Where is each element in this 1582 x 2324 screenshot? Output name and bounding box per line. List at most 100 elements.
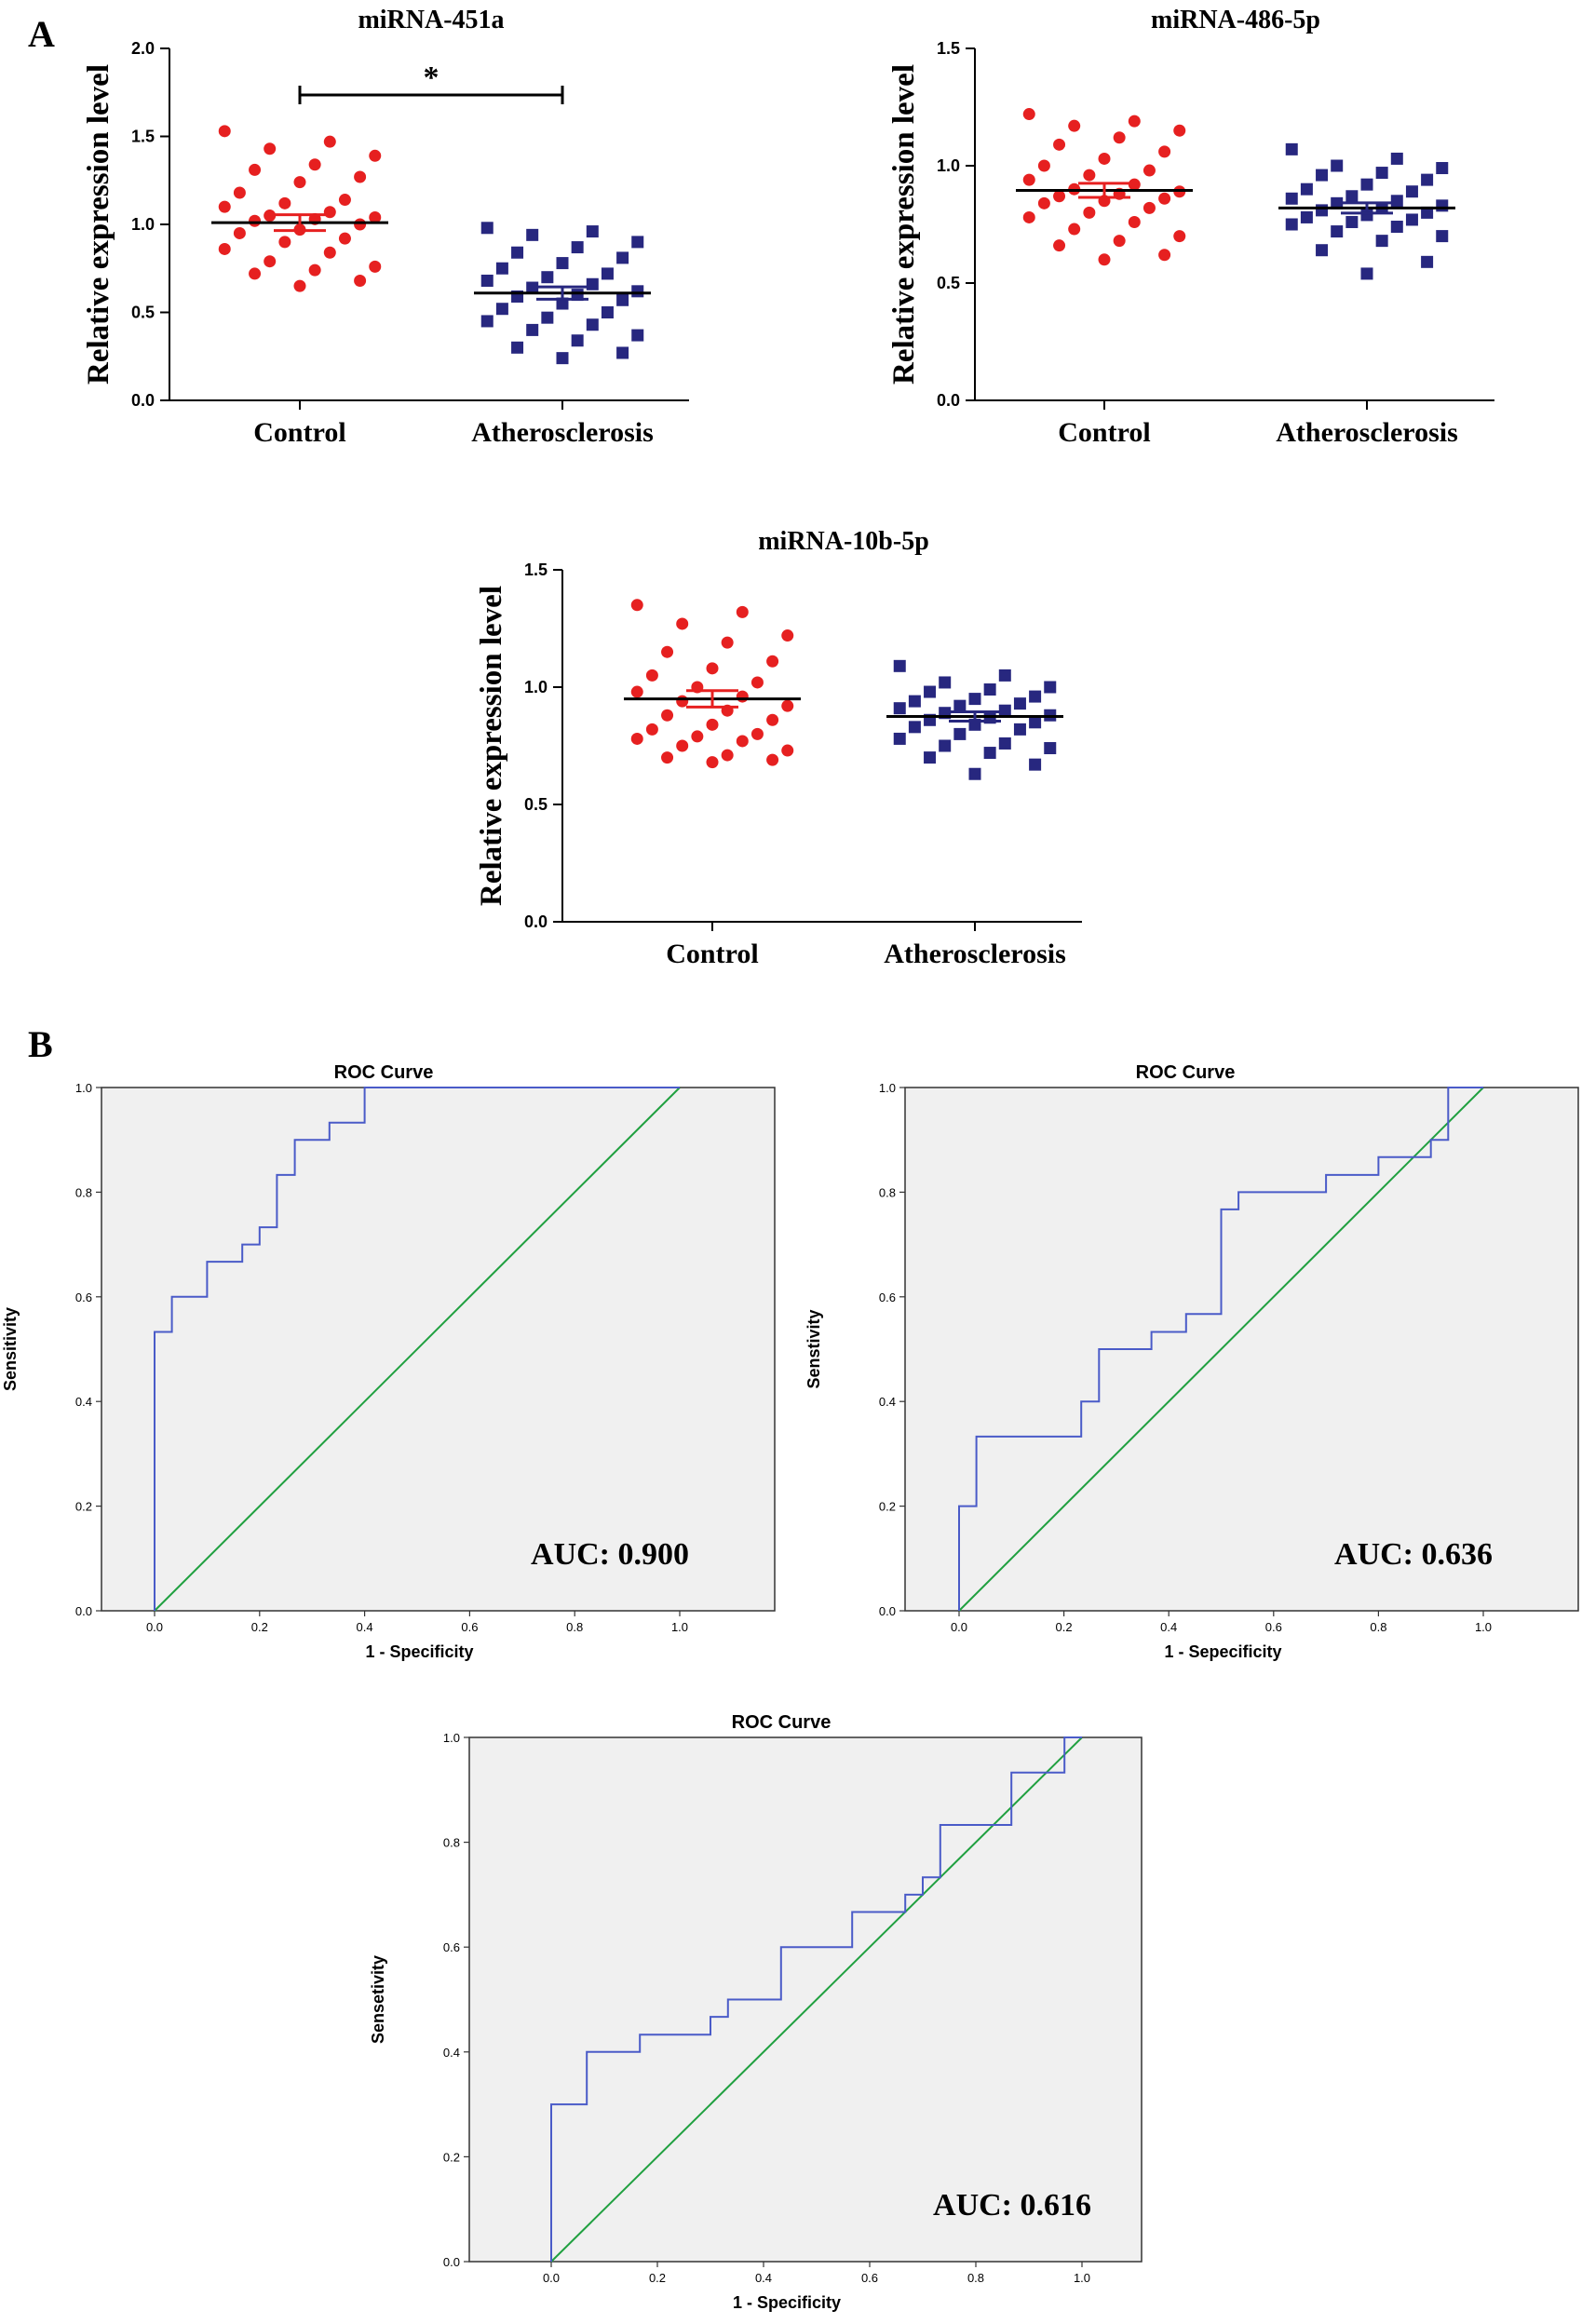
y-tick-label: 0.0 <box>131 391 155 410</box>
atherosclerosis-point <box>1345 190 1359 203</box>
control-point <box>750 676 764 689</box>
atherosclerosis-point <box>924 751 937 764</box>
y-tick-label: 1.5 <box>937 39 960 58</box>
y-tick-label: 1.0 <box>131 215 155 234</box>
control-point <box>736 735 749 748</box>
atherosclerosis-point <box>1360 267 1373 280</box>
control-point <box>1158 145 1171 158</box>
atherosclerosis-point <box>998 704 1011 717</box>
category-label: Atherosclerosis <box>884 939 1066 969</box>
atherosclerosis-point <box>939 739 952 752</box>
x-tick-label: 0.8 <box>967 2271 984 2285</box>
atherosclerosis-point <box>1375 167 1388 180</box>
atherosclerosis-point <box>586 225 599 238</box>
control-point <box>264 142 277 155</box>
control-point <box>781 699 794 712</box>
control-point <box>218 242 231 255</box>
atherosclerosis-point <box>1316 204 1329 217</box>
atherosclerosis-point <box>526 323 539 336</box>
control-point <box>338 232 351 245</box>
atherosclerosis-point <box>541 271 554 284</box>
atherosclerosis-point <box>631 329 644 342</box>
control-point <box>766 655 779 668</box>
x-tick-label: 1.0 <box>671 1620 688 1634</box>
roc-curve <box>550 1736 1082 2262</box>
category-label: Control <box>253 417 345 448</box>
auc-label: AUC: 0.636 <box>1334 1537 1493 1572</box>
y-tick-label: 1.0 <box>75 1081 92 1095</box>
atherosclerosis-point <box>601 267 614 280</box>
atherosclerosis-point <box>1436 230 1449 243</box>
x-tick-label: 0.4 <box>357 1620 373 1634</box>
atherosclerosis-point <box>1331 159 1344 172</box>
control-point <box>630 685 643 698</box>
y-tick-label: 0.0 <box>443 2255 460 2269</box>
atherosclerosis-point <box>968 767 981 780</box>
control-point <box>645 669 658 682</box>
panel-label-a: A <box>28 13 55 55</box>
y-tick-label: 2.0 <box>131 39 155 58</box>
y-tick-label: 1.5 <box>131 128 155 146</box>
atherosclerosis-point <box>1405 185 1418 198</box>
scatter-chart-s2: miRNA-486-5p 0.0 0.5 1.0 1.5 Relative express… <box>887 6 1494 448</box>
control-point <box>736 690 749 703</box>
category-label: Atherosclerosis <box>471 417 654 448</box>
control-point <box>293 176 306 189</box>
atherosclerosis-point <box>1390 152 1403 165</box>
control-point <box>1113 235 1126 248</box>
control-point <box>1143 164 1156 177</box>
atherosclerosis-point <box>495 303 508 316</box>
y-tick-label: 0.2 <box>75 1500 92 1514</box>
control-point <box>323 206 336 219</box>
roc-title: ROC Curve <box>732 1712 832 1733</box>
atherosclerosis-point <box>586 318 599 331</box>
control-point <box>233 186 246 199</box>
y-axis-label: Senstivity <box>805 1309 823 1388</box>
atherosclerosis-point <box>556 352 569 365</box>
control-point <box>354 218 367 231</box>
atherosclerosis-point <box>616 346 629 359</box>
y-tick-label: 0.0 <box>75 1604 92 1618</box>
significance-star: * <box>424 61 439 95</box>
y-tick-label: 0.6 <box>75 1290 92 1304</box>
control-point <box>676 739 689 752</box>
atherosclerosis-point <box>983 683 996 696</box>
x-tick-label: 0.6 <box>861 2271 878 2285</box>
auc-label: AUC: 0.616 <box>933 2188 1091 2223</box>
control-point <box>676 617 689 630</box>
atherosclerosis-point <box>601 306 614 318</box>
atherosclerosis-point <box>586 277 599 290</box>
roc-chart-r1: ROC Curve 0.0 0.2 0.4 0.6 0.8 1.0 0.0 0.2 0.4 0.6 0… <box>1 1062 776 1661</box>
x-tick-label: 0.0 <box>951 1620 967 1634</box>
x-tick-label: 0.2 <box>251 1620 268 1634</box>
category-label: Control <box>666 939 758 969</box>
y-tick-label: 0.0 <box>879 1604 896 1618</box>
atherosclerosis-point <box>1285 192 1298 205</box>
control-point <box>1022 210 1035 223</box>
control-point <box>1037 159 1050 172</box>
reference-diagonal <box>958 1087 1484 1612</box>
control-point <box>750 727 764 740</box>
y-tick-label: 1.0 <box>524 678 548 696</box>
atherosclerosis-point <box>1345 215 1359 228</box>
atherosclerosis-point <box>511 341 524 354</box>
charts-container: miRNA-451a 0.0 0.5 1.0 1.5 2.0 Relative expres… <box>1 6 1579 2312</box>
y-tick-label: 0.6 <box>443 1940 460 1954</box>
x-tick-label: 0.0 <box>146 1620 163 1634</box>
atherosclerosis-point <box>480 222 494 235</box>
atherosclerosis-point <box>924 685 937 698</box>
control-point <box>278 196 291 209</box>
control-point <box>766 753 779 766</box>
atherosclerosis-point <box>953 727 967 740</box>
control-point <box>1037 196 1050 209</box>
control-point <box>1098 152 1111 165</box>
control-point <box>661 645 674 658</box>
atherosclerosis-point <box>1390 221 1403 234</box>
atherosclerosis-point <box>1421 206 1434 219</box>
atherosclerosis-point <box>1421 255 1434 268</box>
atherosclerosis-point <box>1044 742 1057 755</box>
control-point <box>1173 124 1186 137</box>
atherosclerosis-point <box>1029 716 1042 729</box>
atherosclerosis-point <box>1331 225 1344 238</box>
y-axis-label: Sensitivity <box>1 1307 20 1391</box>
